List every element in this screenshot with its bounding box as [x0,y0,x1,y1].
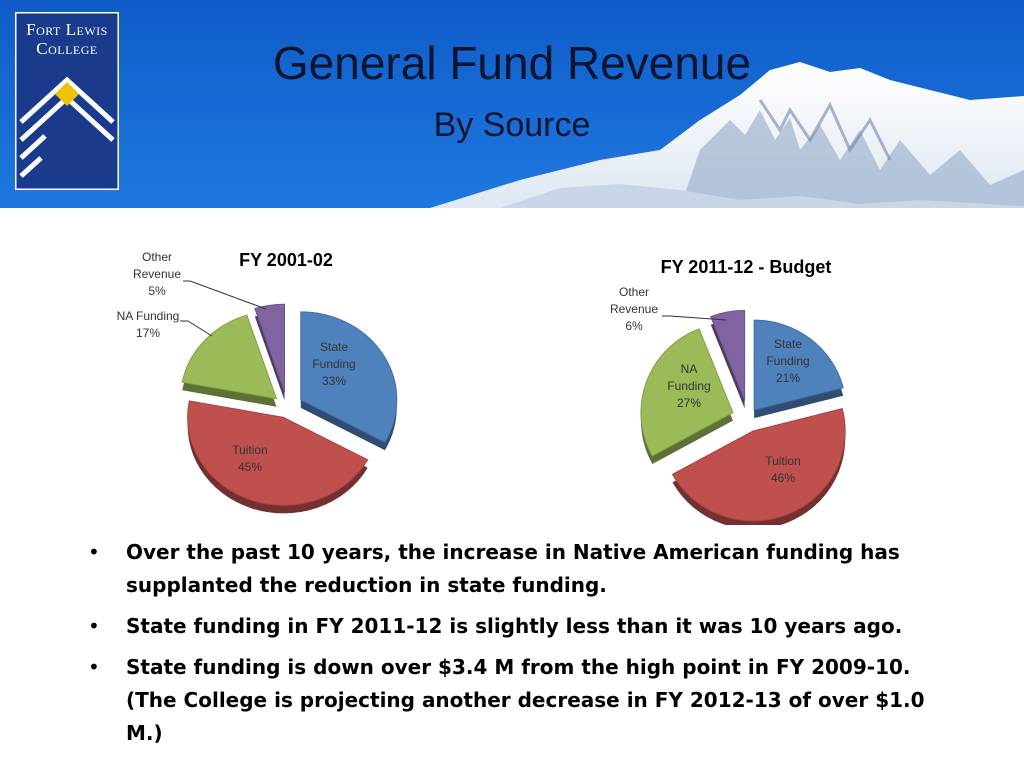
data-label-na-funding: NA Funding 17% [117,309,180,340]
data-label-tuition: Tuition 45% [232,443,268,474]
bullet-text: State funding in FY 2011-12 is slightly … [126,614,903,638]
leader-line [662,315,727,321]
chart-title: FY 2001-02 [239,250,333,270]
header-banner [0,0,1024,208]
pie-slice-state-funding [300,311,398,451]
pie-slice-tuition [187,400,369,514]
bullet-item: • Over the past 10 years, the increase in… [88,536,968,602]
data-label-other-revenue: Other Revenue 6% [610,285,658,333]
slice-face [254,303,285,393]
bullet-list: • Over the past 10 years, the increase in… [88,536,968,758]
slice-face [300,311,398,443]
bullet-marker: • [88,655,100,679]
pie-chart-fy2001: FY 2001-02 State Funding 33% Tuition 45% NA F… [117,250,398,514]
pie-slice-na-funding [181,314,278,407]
bullet-text: State funding is down over $3.4 M from t… [126,655,925,745]
bullet-item: • State funding in FY 2011-12 is slightly… [88,610,968,643]
bullet-marker: • [88,614,100,638]
pie-slice-other-revenue [254,303,285,401]
pie-slice-state-funding [753,319,844,419]
page-title: General Fund Revenue [272,37,752,89]
slice-face [753,319,844,411]
slice-face [640,328,734,457]
slice-face [710,309,746,401]
page-subtitle: By Source [433,106,591,144]
pie-chart-fy2011: FY 2011-12 - Budget State Funding 21% Tuiti… [610,257,846,525]
data-label-other-revenue: Other Revenue 5% [133,250,181,298]
data-label-state-funding: State Funding 21% [766,337,809,385]
slice-face [671,408,846,522]
data-label-na-funding: NA Funding 27% [667,362,710,410]
slice-face [181,314,278,400]
leader-line [180,320,213,337]
mountain-banner-image [0,0,1024,208]
bullet-item: • State funding is down over $3.4 M from … [88,651,968,750]
slice-face [187,400,369,506]
chart-title: FY 2011-12 - Budget [661,257,832,277]
leader-line [183,280,267,310]
logo-text: Fort Lewis College [26,20,108,58]
bullet-text: Over the past 10 years, the increase in … [126,540,900,597]
bullet-marker: • [88,540,100,564]
data-label-tuition: Tuition 46% [765,454,801,485]
pie-slice-other-revenue [710,309,746,409]
pie-slice-na-funding [640,328,734,464]
pie-slice-tuition [671,408,846,525]
data-label-state-funding: State Funding 33% [312,340,355,388]
